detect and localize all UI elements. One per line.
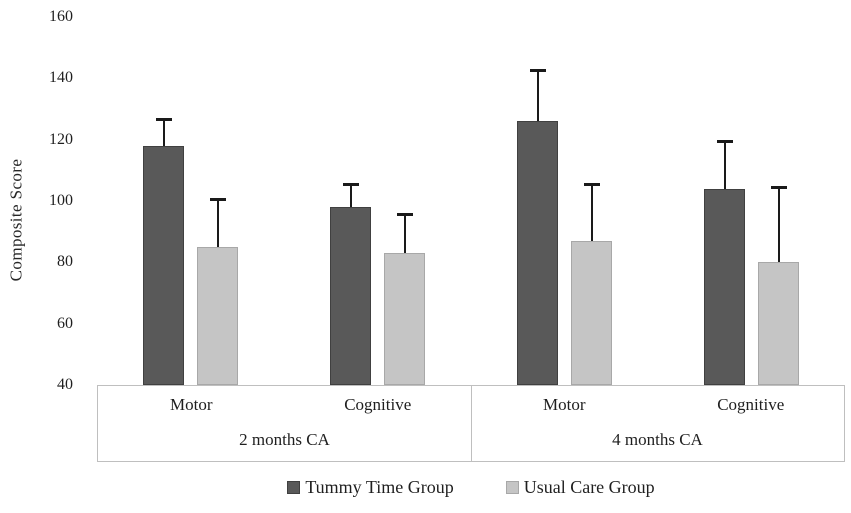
- legend-label-usual-care-group: Usual Care Group: [523, 477, 655, 497]
- bar-usual-care-group: [758, 262, 799, 385]
- error-bar-line: [723, 139, 726, 189]
- error-bar: [209, 197, 226, 247]
- bar-tummy-time-group: [330, 207, 371, 385]
- bar-usual-care-group: [384, 253, 425, 385]
- axis-group-divider: [471, 386, 472, 461]
- bar-tummy-time-group: [517, 121, 558, 385]
- error-bar-line: [536, 69, 539, 122]
- y-tick-label: 100: [49, 192, 73, 209]
- y-tick-label: 160: [49, 8, 73, 25]
- bar-tummy-time-group: [704, 188, 745, 385]
- error-bar-line: [162, 118, 165, 146]
- category-label: Cognitive: [344, 395, 412, 414]
- error-bar-line: [216, 197, 219, 247]
- x-axis-group-row: 2 months CA 4 months CA: [98, 425, 844, 463]
- legend-swatch-dark-icon: [287, 481, 301, 494]
- bar-usual-care-group: [571, 240, 612, 385]
- error-bar: [342, 182, 359, 208]
- error-bar: [770, 185, 787, 263]
- y-axis-tick-labels: 40 60 80 100 120 140 160: [28, 0, 73, 393]
- x-axis-subcategory-row: Motor Cognitive Motor Cognitive: [98, 386, 844, 425]
- bar-usual-care-group: [197, 247, 238, 385]
- error-bar: [529, 69, 546, 122]
- error-bar-line: [349, 182, 352, 208]
- error-bar: [155, 118, 172, 146]
- category-label: Motor: [543, 395, 586, 414]
- y-tick-label: 120: [49, 130, 73, 148]
- error-bar-line: [777, 185, 780, 263]
- error-bar-line: [590, 182, 593, 241]
- bar-tummy-time-group: [143, 145, 184, 385]
- error-bar-line: [403, 213, 406, 254]
- y-tick-label: 40: [57, 376, 73, 393]
- group-label: 2 months CA: [239, 430, 330, 449]
- legend-swatch-light-icon: [505, 481, 519, 494]
- y-tick-label: 80: [57, 253, 73, 271]
- error-bar: [716, 139, 733, 189]
- category-label: Motor: [170, 395, 213, 414]
- y-tick-label: 60: [57, 314, 73, 332]
- legend-label-tummy-time-group: Tummy Time Group: [305, 477, 454, 497]
- error-bar: [583, 182, 600, 241]
- legend: Tummy Time Group Usual Care Group: [97, 477, 845, 498]
- group-label: 4 months CA: [612, 430, 703, 449]
- error-bar: [396, 213, 413, 254]
- y-tick-label: 140: [49, 69, 73, 87]
- legend-item-usual-care-group: Usual Care Group: [505, 477, 655, 498]
- legend-item-tummy-time-group: Tummy Time Group: [287, 477, 454, 498]
- y-axis-title-text: Composite Score: [6, 158, 26, 282]
- category-label: Cognitive: [717, 395, 785, 414]
- x-axis-category-box: Motor Cognitive Motor Cognitive 2 months CA…: [97, 385, 845, 462]
- plot-area: [97, 0, 845, 385]
